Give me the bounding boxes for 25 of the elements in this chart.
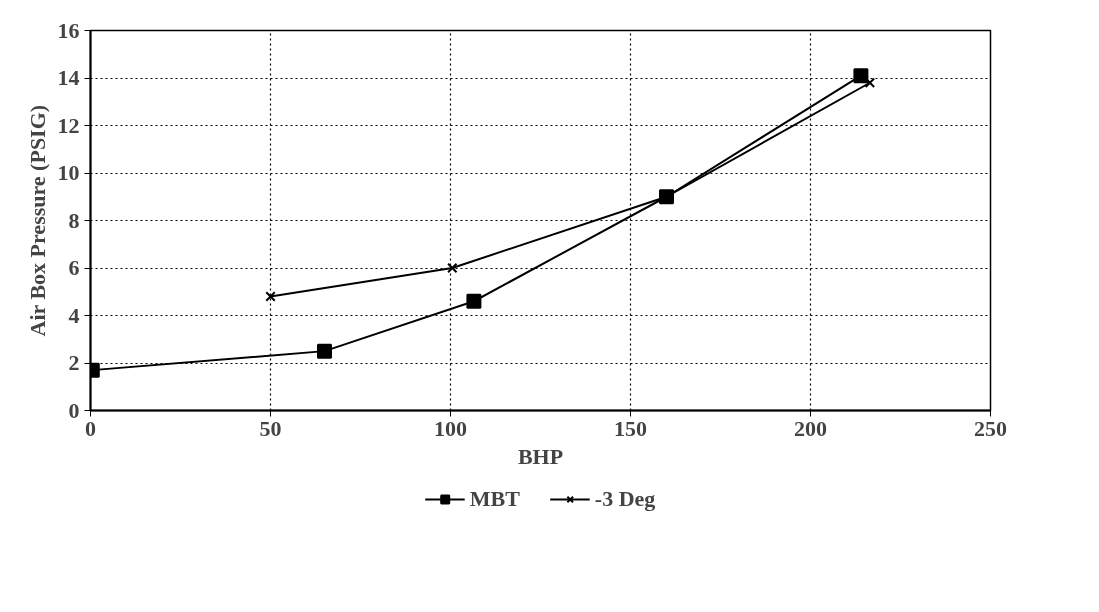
y-tick-label: 2 xyxy=(68,350,80,375)
y-tick-label: 14 xyxy=(57,65,80,90)
point xyxy=(265,291,276,302)
point xyxy=(853,68,869,84)
y-tick-label: 0 xyxy=(68,397,80,423)
x-tick-label: 150 xyxy=(614,415,647,441)
y-tick-label: 8 xyxy=(68,207,80,233)
legend-label: MBT xyxy=(469,485,520,512)
y-tick-label: 16 xyxy=(57,17,80,43)
x-tick-label: 100 xyxy=(434,415,467,441)
x-tick-label: 200 xyxy=(794,415,827,441)
x-tick-label: 0 xyxy=(85,415,96,441)
point xyxy=(466,293,482,309)
point xyxy=(447,262,458,274)
x-axis-title: BHP xyxy=(517,443,564,469)
x-tick-label: 50 xyxy=(259,415,282,441)
x-tick-label: 250 xyxy=(974,415,1007,441)
point xyxy=(864,77,876,88)
point xyxy=(317,343,332,359)
y-tick-label: 6 xyxy=(68,255,80,280)
y-tick-label: 12 xyxy=(57,112,80,138)
y-tick-label: 4 xyxy=(68,302,80,328)
y-tick-label: 10 xyxy=(57,160,80,185)
legend-label: -3 Deg xyxy=(594,485,656,512)
y-axis-title: Air Box Pressure (PSIG) xyxy=(24,104,50,337)
